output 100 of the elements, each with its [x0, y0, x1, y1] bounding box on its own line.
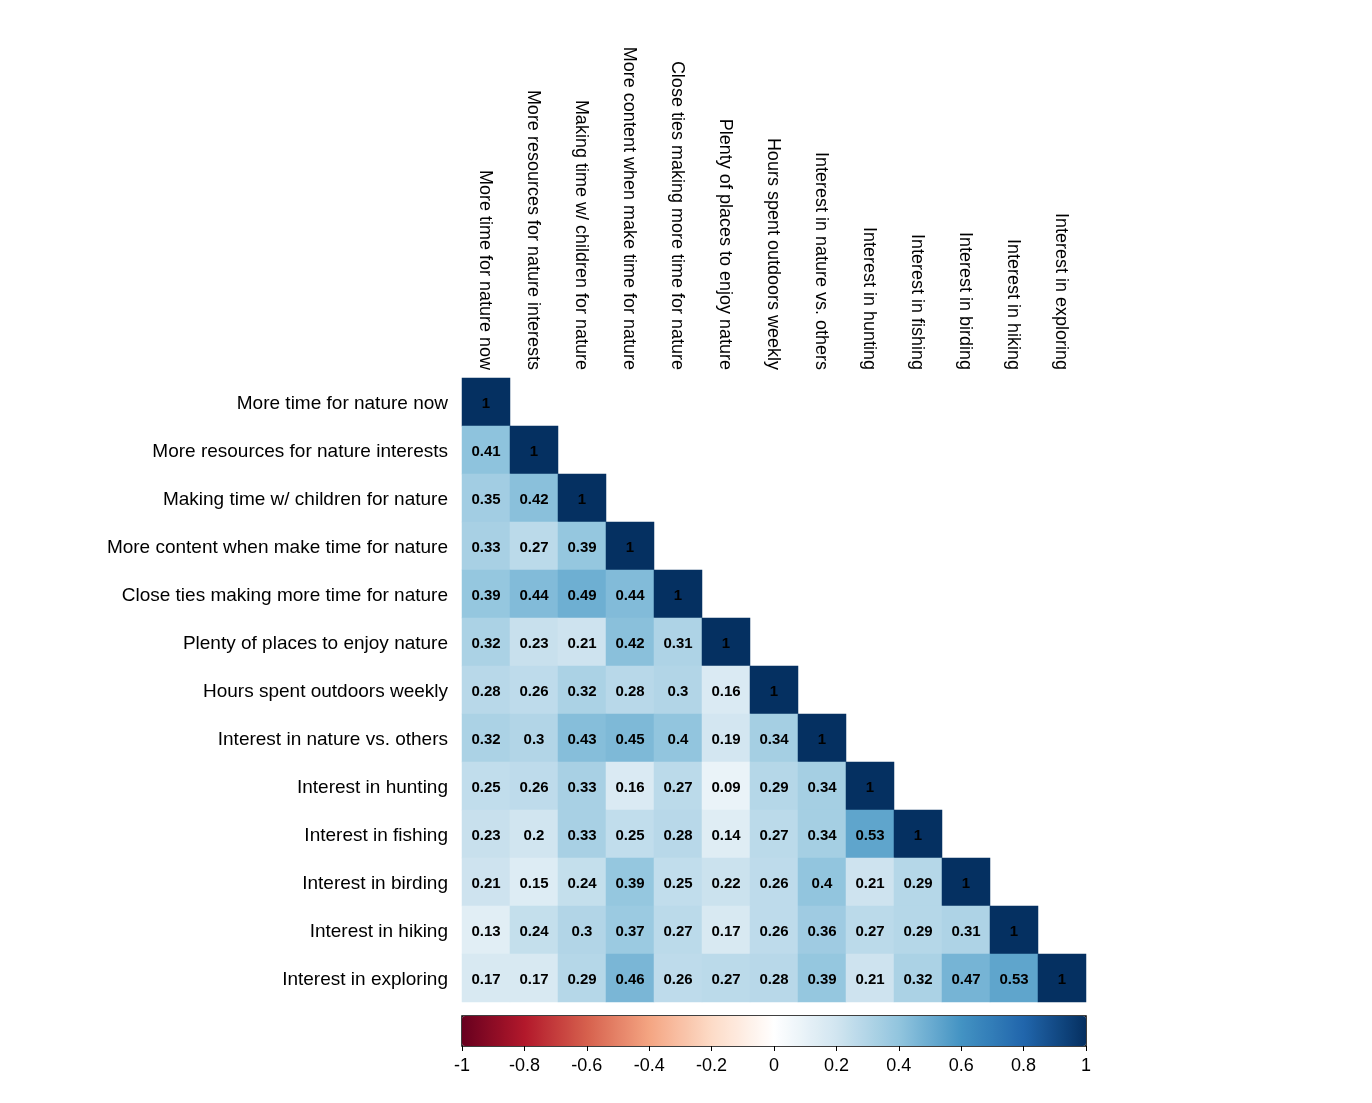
data-label: 0.42	[615, 633, 645, 651]
data-label: 1	[961, 873, 971, 891]
color-bar-label: 0.2	[823, 1055, 849, 1075]
data-label: 0.42	[519, 489, 549, 507]
color-bar-label: -0.6	[571, 1055, 603, 1075]
data-label: 0.32	[471, 729, 501, 747]
data-label: 0.45	[615, 729, 645, 747]
x-tick-label: Interest in hiking	[1004, 238, 1024, 370]
data-label: 0.31	[951, 921, 981, 939]
data-label: 1	[769, 681, 779, 699]
x-tick-label: Hours spent outdoors weekly	[764, 137, 784, 370]
data-label: 0.39	[807, 969, 837, 987]
data-label: 0.26	[519, 681, 549, 699]
color-bar-label: 1	[1080, 1055, 1092, 1075]
y-tick-label: More time for nature now	[236, 391, 449, 413]
data-label: 0.32	[567, 681, 597, 699]
data-label: 0.3	[571, 921, 593, 939]
data-label: 0.3	[523, 729, 545, 747]
data-label: 0.29	[567, 969, 597, 987]
data-label: 1	[1057, 969, 1067, 987]
data-label: 0.34	[807, 777, 838, 795]
data-label: 0.49	[567, 585, 597, 603]
x-tick-label: Interest in nature vs. others	[812, 151, 832, 370]
data-label: 0.53	[999, 969, 1029, 987]
data-label: 0.27	[855, 921, 885, 939]
data-label: 1	[1009, 921, 1019, 939]
data-label: 0.26	[759, 873, 789, 891]
x-tick-label: Interest in birding	[956, 231, 976, 370]
color-bar-label: -0.4	[633, 1055, 665, 1075]
y-tick-label: Interest in exploring	[282, 967, 448, 989]
data-label: 0.21	[855, 969, 885, 987]
data-label: 0.35	[471, 489, 501, 507]
data-label: 0.27	[519, 537, 549, 555]
data-label: 0.17	[519, 969, 549, 987]
data-label: 0.43	[567, 729, 597, 747]
data-label: 0.33	[471, 537, 501, 555]
data-label: 1	[625, 537, 635, 555]
y-tick-label: Plenty of places to enjoy nature	[182, 631, 448, 653]
data-label: 0.27	[759, 825, 789, 843]
data-label: 0.27	[663, 777, 693, 795]
color-bar-label: -0.8	[508, 1055, 540, 1075]
x-tick-label: Interest in exploring	[1052, 212, 1072, 370]
data-label: 0.21	[471, 873, 501, 891]
data-label: 0.41	[471, 441, 501, 459]
data-label: 0.29	[759, 777, 789, 795]
data-label: 1	[577, 489, 587, 507]
data-label: 0.39	[567, 537, 597, 555]
data-label: 0.4	[811, 873, 834, 891]
data-label: 0.29	[903, 921, 933, 939]
data-label: 0.3	[667, 681, 689, 699]
data-label: 0.15	[519, 873, 549, 891]
data-label: 0.21	[567, 633, 597, 651]
x-tick-label: Plenty of places to enjoy nature	[716, 118, 736, 370]
data-label: 0.46	[615, 969, 645, 987]
data-label: 0.27	[663, 921, 693, 939]
y-tick-label: Interest in hunting	[296, 775, 448, 797]
data-label: 0.28	[663, 825, 693, 843]
data-label: 1	[865, 777, 875, 795]
data-label: 0.33	[567, 825, 597, 843]
data-label: 0.33	[567, 777, 597, 795]
x-tick-label: Interest in fishing	[908, 233, 928, 370]
x-tick-label: Interest in hunting	[860, 226, 880, 370]
color-bar-label: 0.6	[948, 1055, 974, 1075]
y-tick-label: Interest in fishing	[304, 823, 448, 845]
y-tick-label: More resources for nature interests	[152, 439, 448, 461]
data-label: 0.32	[471, 633, 501, 651]
data-label: 0.13	[471, 921, 501, 939]
data-label: 1	[817, 729, 827, 747]
data-label: 0.34	[807, 825, 838, 843]
data-label: 0.19	[711, 729, 741, 747]
data-label: 0.53	[855, 825, 885, 843]
data-label: 0.44	[519, 585, 550, 603]
data-label: 0.16	[711, 681, 741, 699]
data-label: 0.16	[615, 777, 645, 795]
y-tick-label: Close ties making more time for nature	[121, 583, 448, 605]
color-bar-label: 0.8	[1011, 1055, 1037, 1075]
data-label: 0.31	[663, 633, 693, 651]
y-tick-label: More content when make time for nature	[106, 535, 448, 557]
data-label: 0.26	[663, 969, 693, 987]
data-label: 1	[481, 393, 491, 411]
data-label: 0.25	[663, 873, 693, 891]
data-label: 0.32	[903, 969, 933, 987]
data-label: 0.36	[807, 921, 837, 939]
y-tick-label: Interest in birding	[302, 871, 448, 893]
color-bar-label: -1	[453, 1055, 471, 1075]
data-label: 0.39	[615, 873, 645, 891]
y-tick-label: Interest in nature vs. others	[217, 727, 448, 749]
data-label: 1	[721, 633, 731, 651]
data-label: 1	[529, 441, 539, 459]
data-label: 0.26	[759, 921, 789, 939]
data-label: 0.37	[615, 921, 645, 939]
data-label: 0.39	[471, 585, 501, 603]
x-tick-label: Close ties making more time for nature	[668, 60, 688, 370]
data-label: 0.21	[855, 873, 885, 891]
color-bar-label: -0.2	[696, 1055, 728, 1075]
data-label: 0.25	[615, 825, 645, 843]
data-label: 0.26	[519, 777, 549, 795]
y-tick-label: Hours spent outdoors weekly	[202, 679, 449, 701]
color-bar-label: 0	[768, 1055, 780, 1075]
y-tick-label: Interest in hiking	[309, 919, 448, 941]
